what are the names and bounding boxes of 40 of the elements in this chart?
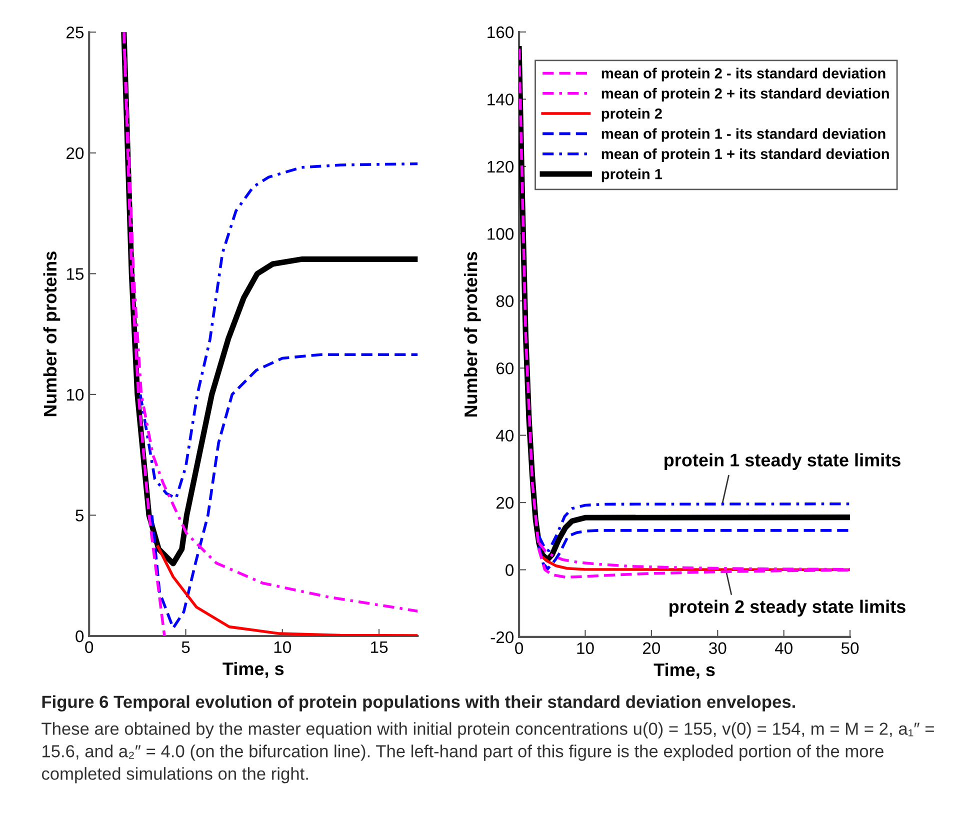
y-tick-label: 5 [76,510,84,522]
annotation: protein 2 steady state limits [670,600,906,617]
x-tick-label: 15 [371,641,388,654]
y-tick-label: 0 [506,564,514,576]
x-axis-title: Time, s [222,662,284,678]
y-tick-label: 20 [496,496,514,509]
y-tick-label: 15 [66,268,84,280]
y-tick-label: 60 [496,362,514,374]
y-tick-label: 10 [66,388,84,401]
y-tick-label: 20 [66,147,84,160]
x-tick-label: 10 [274,641,292,654]
text: These are obtained by the master equation with initial protein concentrations u(0) = 155, v(0) = 154, m = M = 2, a₁″ = 15.6, and a₂″ = 4.0 (on the bifurcation line). The left-hand part of this figure is the exploded portion of the more completed simulations on the right. [42,722,934,784]
legend-label: mean of protein 1 + its standard deviation [602,148,889,162]
y-tick-label: 0 [76,630,84,642]
legend-label: protein 1 [602,168,662,182]
x-axis-title: Time, s [654,662,715,679]
y-axis-title: Number of proteins [464,252,481,417]
x-tick-label: 0 [515,642,524,654]
y-axis-title: Number of proteins [43,252,60,416]
y-tick-label: -20 [490,631,514,644]
y-tick-label: 160 [488,26,514,38]
x-tick-label: 10 [577,642,594,654]
y-tick-label: 25 [66,26,84,38]
legend-label: mean of protein 2 - its standard deviation [602,68,886,82]
legend-label: mean of protein 1 - its standard deviation [602,128,886,142]
x-tick-label: 5 [182,641,190,654]
legend-label: protein 2 [602,108,662,122]
y-tick-label: 120 [488,160,514,173]
y-tick-label: 140 [488,94,514,106]
y-tick-label: 100 [488,228,514,240]
x-tick-label: 20 [643,642,660,654]
annotation: protein 1 steady state limits [664,453,900,470]
x-tick-label: 30 [709,642,726,654]
legend-label: mean of protein 2 + its standard deviation [602,88,889,102]
x-tick-label: 50 [841,642,859,654]
x-tick-label: 0 [85,641,94,654]
y-tick-label: 80 [496,295,514,308]
caption: Figure 6 Temporal evolution of protein populations with their standard deviation envelopes. [42,695,795,712]
x-tick-label: 40 [774,642,792,654]
y-tick-label: 40 [496,430,514,442]
